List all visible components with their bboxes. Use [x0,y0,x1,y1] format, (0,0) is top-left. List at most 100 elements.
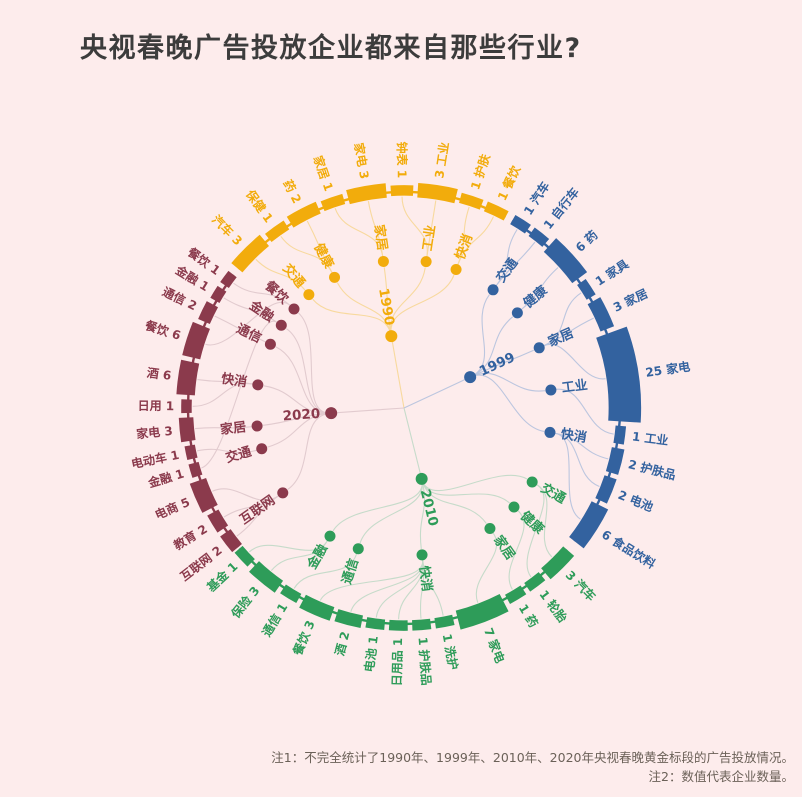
industry-arc [417,183,458,204]
category-leaf-link [255,258,307,292]
category-node [277,487,289,499]
industry-label: 日用品 1 [390,638,405,687]
industry-label: 日用 1 [138,399,175,413]
year-category-link [469,316,514,378]
category-node [533,342,545,354]
industry-arc [176,359,200,396]
year-category-link [390,274,455,337]
category-leaf-link [196,448,258,454]
footnotes: 注1：不完全统计了1990年、1999年、2010年、2020年央视春晚黄金标段… [271,748,794,787]
category-label: 健康 [520,282,551,312]
category-node [487,284,499,296]
industry-arc [388,619,408,631]
year-category-link [469,294,490,378]
year-category-link [419,478,426,550]
root-year-link [403,379,465,409]
industry-arc [528,227,550,247]
industry-label: 家电 3 [136,423,174,441]
category-label: 交通 [493,255,521,285]
industry-label: 教育 2 [170,521,210,553]
industry-arc [234,545,255,567]
industry-label: 家居 1 [311,154,337,193]
category-label: 快消 [560,426,588,446]
year-category-link [390,267,426,337]
year-category-link [298,312,332,414]
category-label: 交通 [538,480,569,507]
category-leaf-link [233,282,291,307]
category-node [329,271,341,283]
industry-label: 1 药 [516,601,541,630]
industry-arc [605,447,625,475]
root-year-link [403,407,421,474]
year-category-link [383,267,392,337]
category-node [450,263,462,275]
category-leaf-link [508,509,525,590]
industry-arc [505,585,527,604]
category-leaf-link [398,559,424,620]
industry-arc [510,215,531,234]
industry-label: 钟表 1 [395,142,410,179]
industry-label: 金融 1 [145,466,185,491]
category-leaf-link [520,267,559,311]
industry-arc [299,594,335,621]
category-label: 通信 [339,557,362,587]
year-category-link [285,328,332,414]
year-category-link [263,385,332,414]
category-leaf-link [319,559,424,601]
category-node [251,420,263,432]
category-label: 健康 [517,508,548,538]
category-leaf-link [334,208,384,257]
category-label: 快消 [416,565,435,593]
industry-label: 酒 2 [333,630,353,657]
industry-label: 保健 1 [242,186,276,225]
industry-label: 6 食品饮料 [599,527,658,572]
industry-arc [483,201,509,221]
category-leaf-link [306,220,333,274]
industry-arc [184,444,198,461]
industry-arc [249,561,284,593]
industry-label: 通信 2 [160,284,199,313]
category-node [416,549,428,561]
category-leaf-link [457,206,470,265]
category-node [377,255,389,267]
category-leaf-link [280,235,333,274]
industry-arc [220,270,237,288]
industry-label: 1 餐饮 [494,162,524,202]
category-node [288,303,300,315]
category-node [544,426,556,438]
industry-arc [595,475,617,504]
industry-label: 餐饮 3 [289,618,317,657]
industry-label: 酒 6 [146,366,172,383]
category-leaf-link [197,379,253,385]
category-label: 家居 [371,224,390,252]
category-leaf-link [350,559,424,612]
category-label: 家居 [219,419,247,438]
industry-arc [577,278,596,300]
industry-arc [231,234,269,273]
industry-label: 3 工业 [431,141,451,179]
category-leaf-link [526,484,545,578]
cluster-links [403,229,614,520]
category-label: 快消 [220,371,248,391]
industry-arc [569,501,609,549]
category-leaf-link [205,302,291,346]
category-label: 通信 [234,321,264,347]
industry-label: 7 家电 [481,626,508,665]
category-leaf-link [543,317,594,347]
industry-label: 电动车 1 [130,447,181,472]
industry-label: 1 护肤品 [415,636,434,686]
year-category-link [421,478,487,524]
footnote-2: 注2：数值代表企业数量。 [648,769,794,785]
industry-label: 2 护肤品 [627,456,678,482]
category-leaf-link [367,201,384,257]
footnote-1: 注1：不完全统计了1990年、1999年、2010年、2020年央视春晚黄金标段… [271,750,794,765]
category-leaf-link [270,540,328,572]
industry-arc [198,301,219,325]
category-label: 交通 [224,444,253,467]
root-year-link [337,407,405,414]
category-label: 工业 [419,224,439,252]
industry-arc [412,618,432,631]
